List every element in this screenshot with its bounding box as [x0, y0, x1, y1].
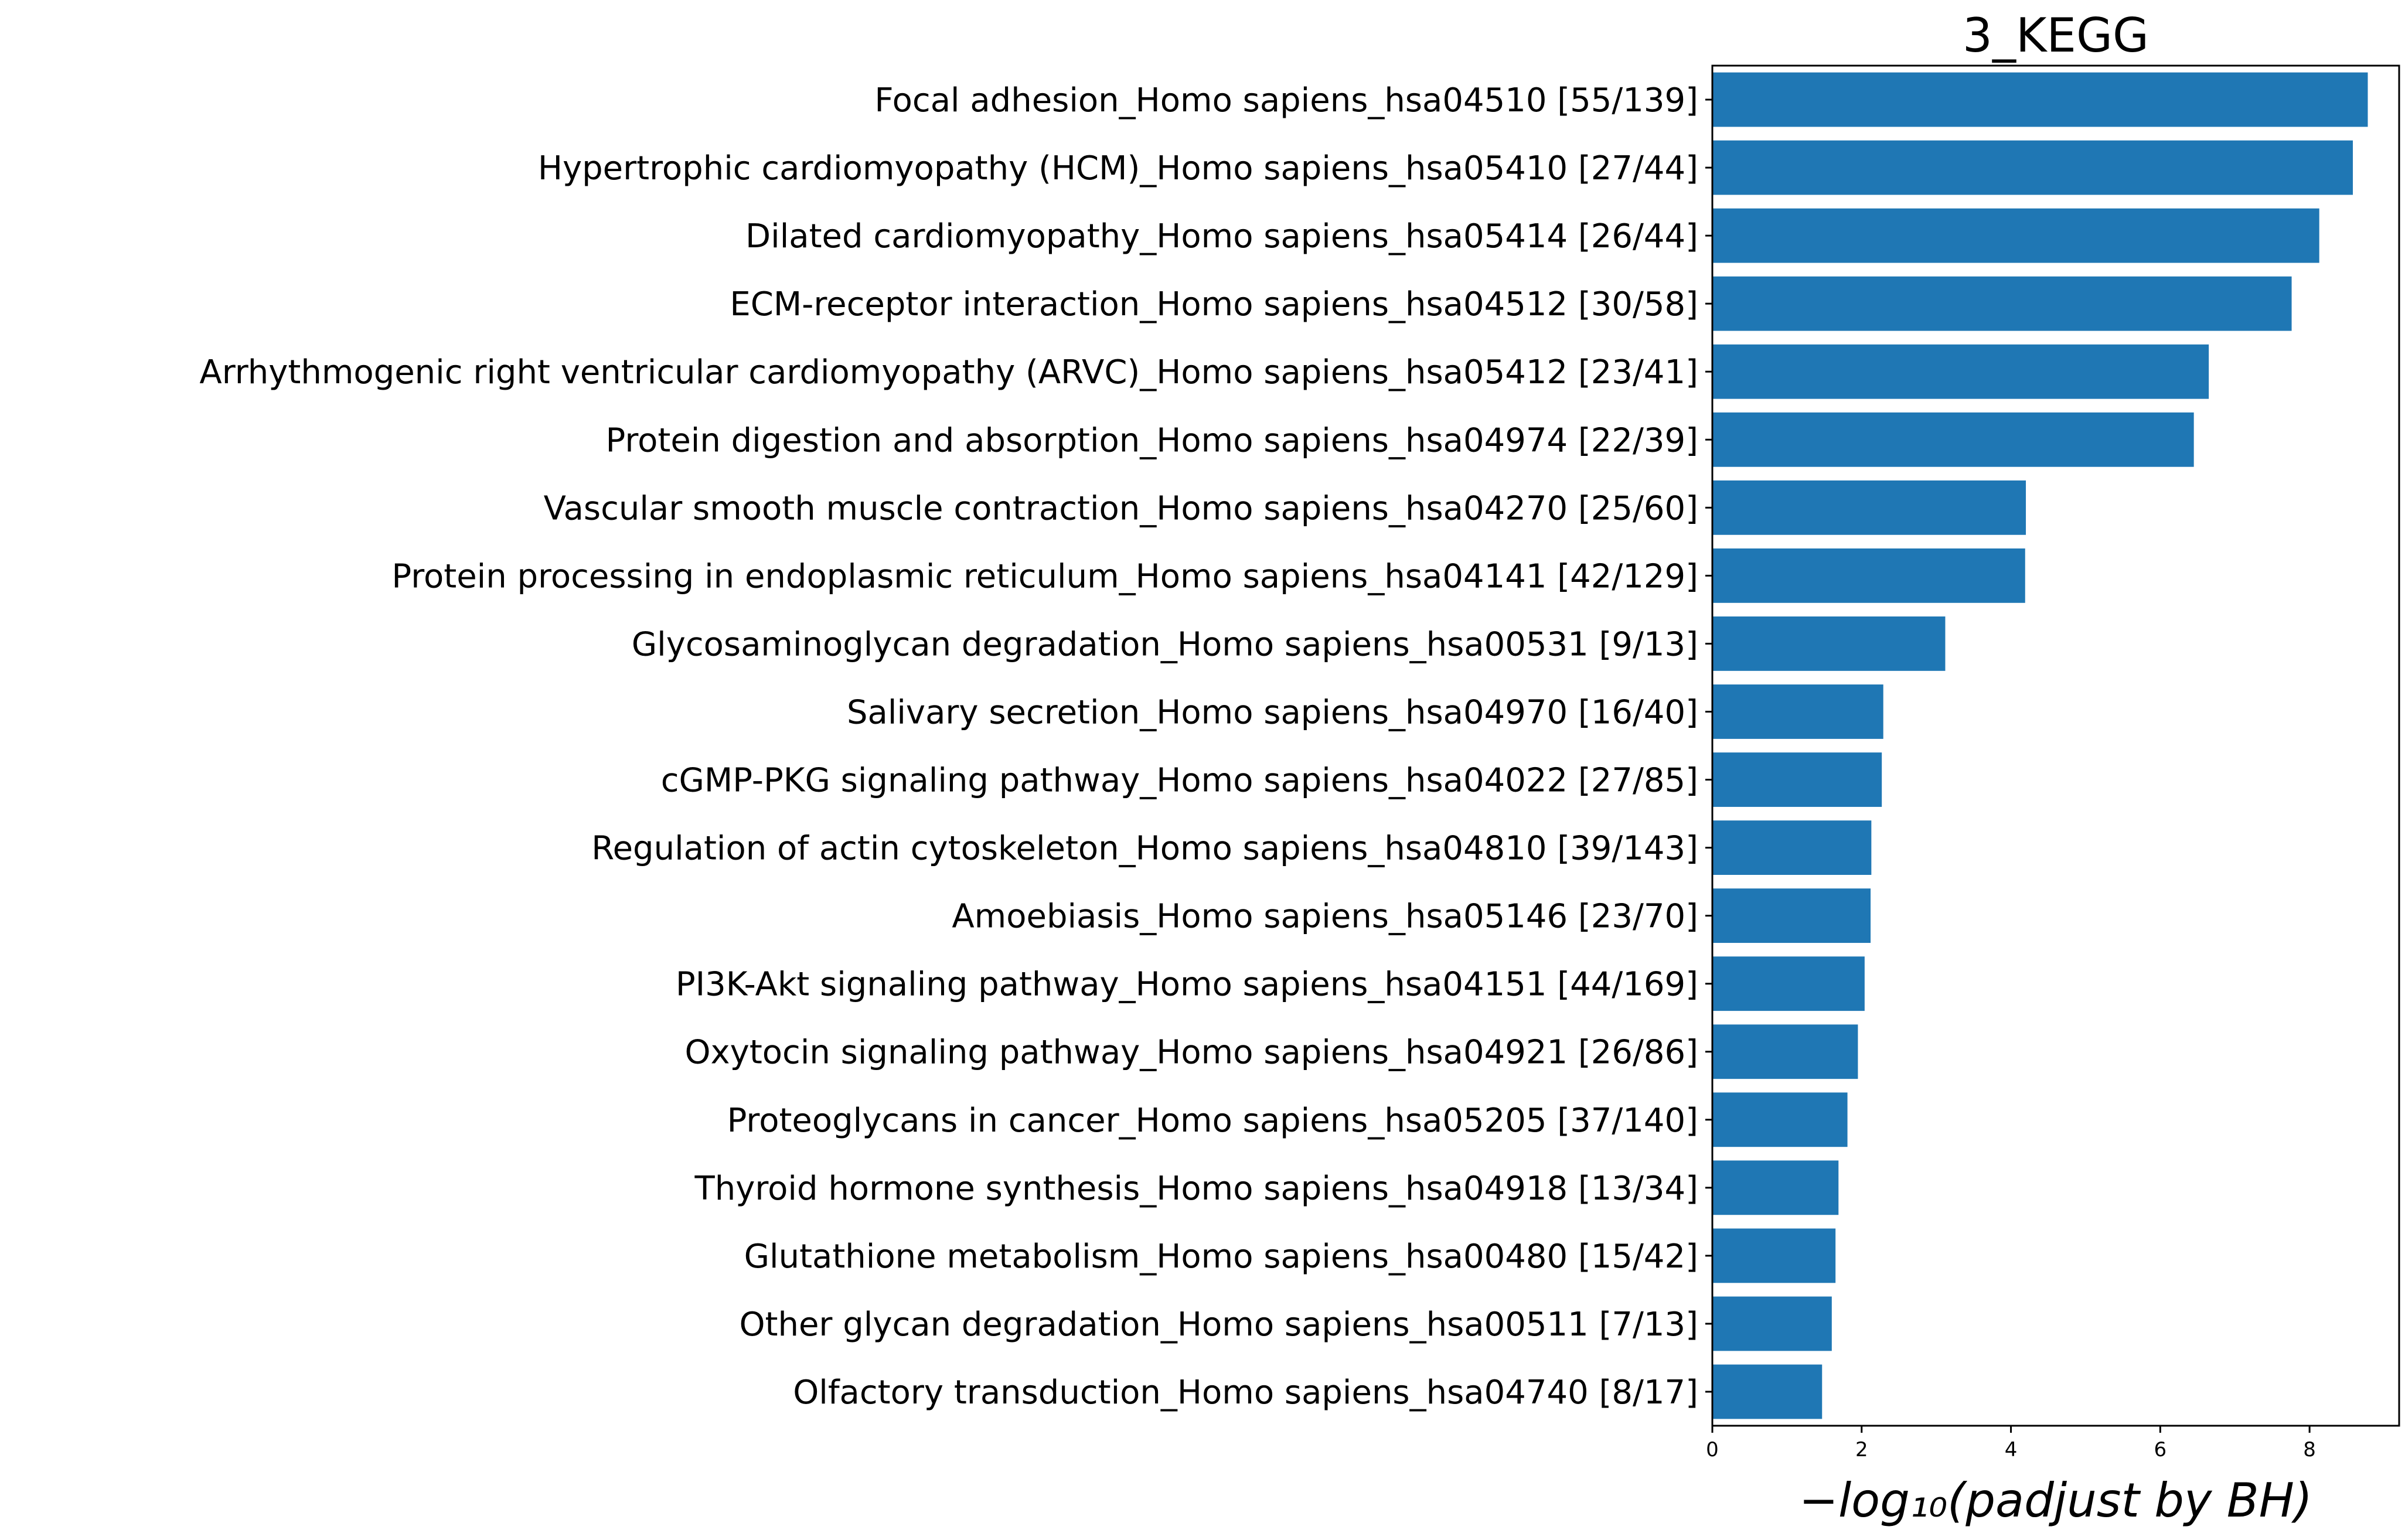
bar: [1712, 684, 1883, 739]
category-label: ECM-receptor interaction_Homo sapiens_hs…: [730, 285, 1698, 323]
category-label: Salivary secretion_Homo sapiens_hsa04970…: [847, 693, 1698, 731]
category-label: Focal adhesion_Homo sapiens_hsa04510 [55…: [874, 81, 1698, 120]
bar: [1712, 1160, 1839, 1215]
category-label: Oxytocin signaling pathway_Homo sapiens_…: [684, 1034, 1698, 1072]
bar: [1712, 140, 2353, 195]
bar: [1712, 480, 2026, 535]
bar: [1712, 1364, 1823, 1419]
bar: [1712, 820, 1872, 875]
category-label: Proteoglycans in cancer_Homo sapiens_hsa…: [727, 1102, 1698, 1140]
x-tick-label: 0: [1706, 1438, 1719, 1461]
bar: [1712, 208, 2319, 263]
category-label: Glycosaminoglycan degradation_Homo sapie…: [632, 625, 1698, 663]
bar: [1712, 888, 1871, 943]
x-axis: 0 2 4 6 8: [1706, 1426, 2316, 1461]
category-label: Arrhythmogenic right ventricular cardiom…: [199, 353, 1698, 391]
x-axis-label: −log₁₀(padjust by BH): [1799, 1473, 2312, 1528]
x-tick-label: 4: [2005, 1438, 2018, 1461]
bar: [1712, 956, 1865, 1011]
category-labels: Focal adhesion_Homo sapiens_hsa04510 [55…: [199, 81, 1712, 1412]
category-label: Olfactory transduction_Homo sapiens_hsa0…: [793, 1374, 1698, 1412]
bar: [1712, 1296, 1832, 1351]
category-label: Amoebiasis_Homo sapiens_hsa05146 [23/70]: [952, 898, 1698, 936]
x-tick-label: 6: [2154, 1438, 2167, 1461]
category-label: Hypertrophic cardiomyopathy (HCM)_Homo s…: [538, 149, 1698, 188]
category-label: Thyroid hormone synthesis_Homo sapiens_h…: [694, 1170, 1698, 1208]
chart-title: 3_KEGG: [1963, 8, 2149, 63]
bar: [1712, 72, 2368, 127]
category-label: Protein processing in endoplasmic reticu…: [391, 557, 1698, 595]
bar: [1712, 548, 2025, 603]
x-tick-label: 2: [1855, 1438, 1868, 1461]
plot-frame: [1711, 64, 2400, 1427]
category-label: Other glycan degradation_Homo sapiens_hs…: [739, 1306, 1698, 1344]
bar: [1712, 1228, 1836, 1283]
category-label: Regulation of actin cytoskeleton_Homo sa…: [591, 830, 1698, 868]
x-tick-label: 8: [2303, 1438, 2316, 1461]
category-label: Vascular smooth muscle contraction_Homo …: [544, 489, 1698, 527]
category-label: Protein digestion and absorption_Homo sa…: [606, 421, 1698, 459]
bar: [1712, 412, 2194, 467]
category-label: PI3K-Akt signaling pathway_Homo sapiens_…: [676, 966, 1698, 1004]
category-label: cGMP-PKG signaling pathway_Homo sapiens_…: [661, 762, 1698, 800]
bar: [1712, 276, 2292, 331]
bar: [1712, 1092, 1848, 1147]
bar: [1712, 752, 1882, 807]
category-label: Glutathione metabolism_Homo sapiens_hsa0…: [744, 1238, 1698, 1276]
bar: [1712, 616, 1946, 671]
bars-group: [1712, 72, 2368, 1419]
bar: [1712, 344, 2209, 399]
category-label: Dilated cardiomyopathy_Homo sapiens_hsa0…: [745, 217, 1698, 255]
bar: [1712, 1024, 1858, 1079]
